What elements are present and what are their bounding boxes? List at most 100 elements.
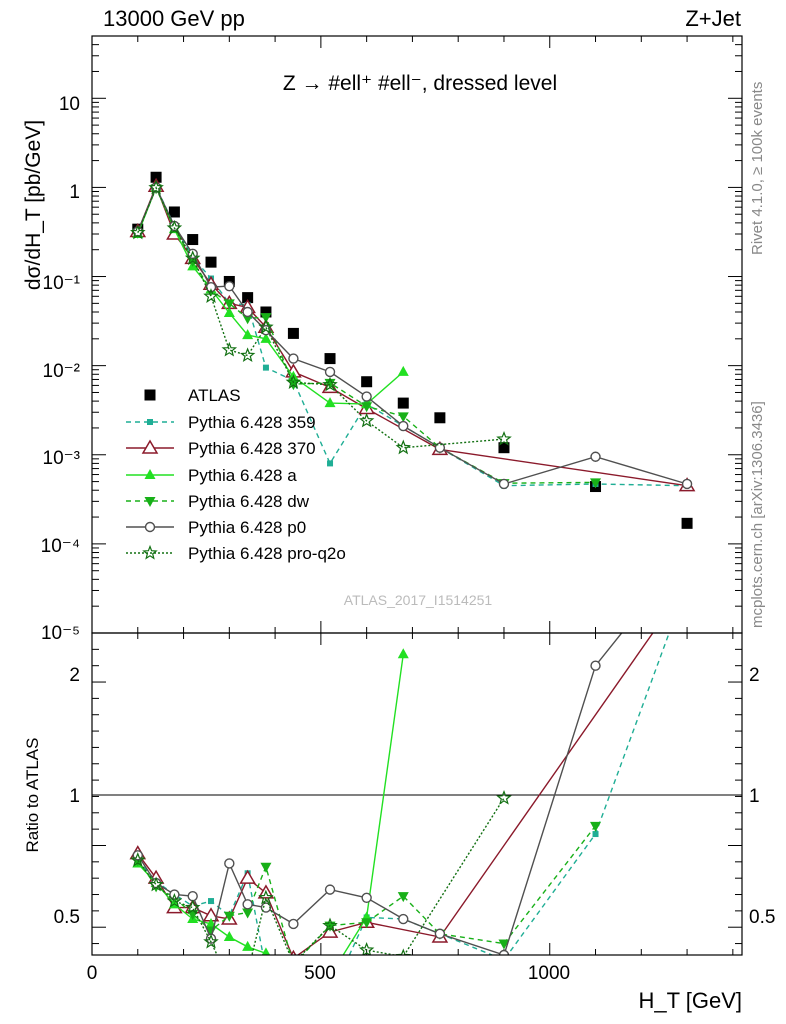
data-point xyxy=(324,366,336,378)
data-point xyxy=(148,179,164,195)
data-point xyxy=(205,256,217,268)
data-point xyxy=(590,478,602,489)
data-point xyxy=(590,451,601,462)
legend-marker xyxy=(126,469,174,479)
ratio-line xyxy=(137,633,670,955)
data-point xyxy=(322,376,338,392)
data-point xyxy=(260,332,272,343)
data-point xyxy=(287,327,299,339)
legend-symbol xyxy=(144,469,156,479)
ratio-point xyxy=(288,965,299,975)
y-tick-label: 10⁻⁴ xyxy=(41,536,80,557)
ratio-point xyxy=(223,931,235,942)
ratio-point xyxy=(130,852,146,867)
data-point xyxy=(262,364,269,371)
y-tick-label: 10⁻³ xyxy=(43,448,81,469)
ratio-point xyxy=(184,899,201,915)
y-axis-label: dσ/dH_T [pb/GeV] xyxy=(22,120,45,290)
legend-symbol xyxy=(144,521,156,533)
x-tick-label: 1000 xyxy=(528,963,570,984)
legend: ATLAS Pythia 6.428 359 Pythia 6.428 370 … xyxy=(126,386,346,563)
ratio-point xyxy=(434,928,446,939)
legend-entry: Pythia 6.428 370 xyxy=(126,439,316,458)
legend-marker xyxy=(126,544,174,560)
data-point xyxy=(361,402,373,413)
data-point xyxy=(150,171,162,183)
ratio-point xyxy=(148,876,164,892)
ratio-point xyxy=(242,940,254,951)
legend-entry: Pythia 6.428 dw xyxy=(126,492,310,511)
ratio-line xyxy=(137,654,404,955)
series-5 xyxy=(132,182,693,490)
ratio-point xyxy=(290,949,297,955)
data-point xyxy=(260,313,272,324)
legend-entry: Pythia 6.428 pro-q2o xyxy=(126,544,346,563)
main-y-tick-labels: 10⁻⁵ 10⁻⁴ 10⁻³ 10⁻² 10⁻¹ 1 10 xyxy=(41,94,80,644)
x-axis-label: H_T [GeV] xyxy=(638,988,742,1013)
mcplots-info: mcplots.cern.ch [arXiv:1306.3436] xyxy=(749,401,766,628)
ratio-point xyxy=(290,957,296,963)
data-point xyxy=(358,412,375,428)
legend-label: Pythia 6.428 359 xyxy=(188,413,316,432)
data-point xyxy=(324,397,336,408)
x-tick-label: 0 xyxy=(87,963,98,984)
ratio-series-3 xyxy=(132,648,409,975)
ratio-point xyxy=(263,967,269,973)
ratio-point xyxy=(208,898,215,905)
ratio-series-1 xyxy=(134,581,690,973)
data-point xyxy=(681,478,693,490)
legend-entry: Pythia 6.428 359 xyxy=(126,413,316,432)
legend-entry: ATLAS xyxy=(144,386,241,405)
ratio-point xyxy=(590,821,602,832)
analysis-id: ATLAS_2017_I1514251 xyxy=(344,592,493,608)
ratio-point xyxy=(683,547,692,556)
ratio-point xyxy=(288,961,299,971)
legend-symbol xyxy=(141,439,159,454)
legend-entry: Pythia 6.428 p0 xyxy=(126,518,306,537)
ratio-point xyxy=(358,941,375,955)
data-point xyxy=(239,347,256,363)
ratio-point xyxy=(322,917,338,933)
data-point xyxy=(242,292,254,304)
ratio-point xyxy=(187,890,198,902)
ratio-point xyxy=(684,581,690,587)
ratio-point xyxy=(287,957,299,969)
main-panel-data xyxy=(129,171,696,529)
y-tick-label: 10⁻² xyxy=(43,361,81,382)
data-point xyxy=(498,442,510,454)
ratio-tick-label: 2 xyxy=(69,665,80,686)
ratio-point xyxy=(288,918,299,930)
ratio-point xyxy=(592,831,599,838)
ratio-point xyxy=(590,660,601,671)
legend-marker xyxy=(126,497,174,507)
data-point xyxy=(327,460,334,467)
data-point xyxy=(681,517,693,529)
ratio-panel-frame xyxy=(91,632,743,956)
data-point xyxy=(498,478,510,490)
ratio-point xyxy=(398,913,409,925)
y-tick-label: 10⁻¹ xyxy=(43,273,81,294)
data-point xyxy=(168,206,180,218)
series-line xyxy=(137,184,688,487)
data-point xyxy=(398,420,409,432)
ratio-series-6 xyxy=(130,789,512,969)
series-line xyxy=(137,185,688,485)
plot-title: Z → #ell⁺ #ell⁻, dressed level xyxy=(283,72,557,95)
ratio-point xyxy=(324,921,336,932)
legend-label: Pythia 6.428 a xyxy=(188,466,297,485)
legend-marker xyxy=(144,389,156,401)
legend-marker xyxy=(126,521,174,533)
data-point xyxy=(434,412,446,424)
ratio-tick-label-right: 2 xyxy=(749,665,760,686)
ratio-panel-data xyxy=(129,547,692,975)
data-point xyxy=(397,397,409,409)
ratio-tick-label-right: 0.5 xyxy=(749,907,775,928)
data-point xyxy=(397,365,409,376)
ratio-point xyxy=(361,918,373,929)
data-point xyxy=(184,250,201,265)
ratio-point xyxy=(260,862,272,873)
legend-label: Pythia 6.428 dw xyxy=(188,492,310,511)
ratio-line xyxy=(137,633,623,955)
ratio-point xyxy=(223,911,235,922)
